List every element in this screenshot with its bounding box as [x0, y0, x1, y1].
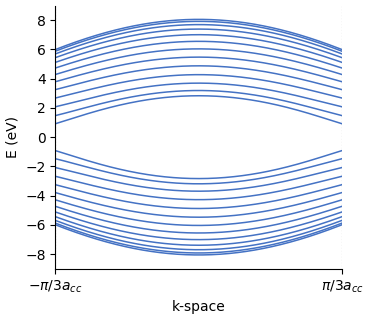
X-axis label: k-space: k-space [172, 300, 225, 315]
Y-axis label: E (eV): E (eV) [6, 116, 20, 158]
